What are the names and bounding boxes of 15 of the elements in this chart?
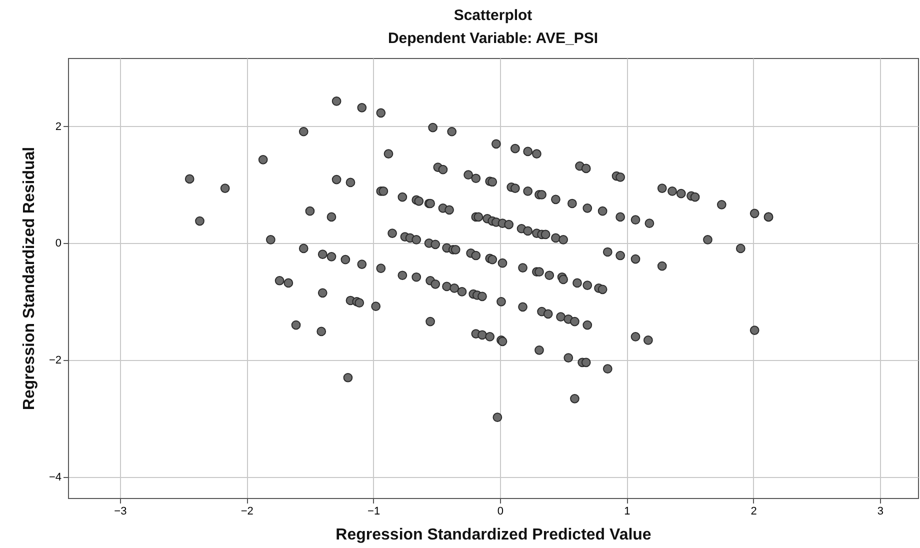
chart-subtitle: Dependent Variable: AVE_PSI <box>388 30 598 47</box>
x-tick-label: 1 <box>624 506 630 518</box>
x-tick-label: −2 <box>240 506 254 518</box>
y-tick-label: 2 <box>55 120 62 133</box>
y-tick-label: −2 <box>48 354 62 367</box>
y-axis-title: Regression Standardized Residual <box>20 146 38 410</box>
y-tick-label: 0 <box>55 238 62 250</box>
x-tick-label: 0 <box>497 506 504 518</box>
x-tick-label: −1 <box>368 506 380 518</box>
chart-title: Scatterplot <box>454 7 532 24</box>
x-tick-label: −3 <box>114 506 127 518</box>
y-tick-label: −4 <box>48 471 62 484</box>
x-tick-label: 3 <box>877 506 884 518</box>
x-tick-label: 2 <box>750 506 757 518</box>
x-axis-title: Regression Standardized Predicted Value <box>336 526 652 544</box>
